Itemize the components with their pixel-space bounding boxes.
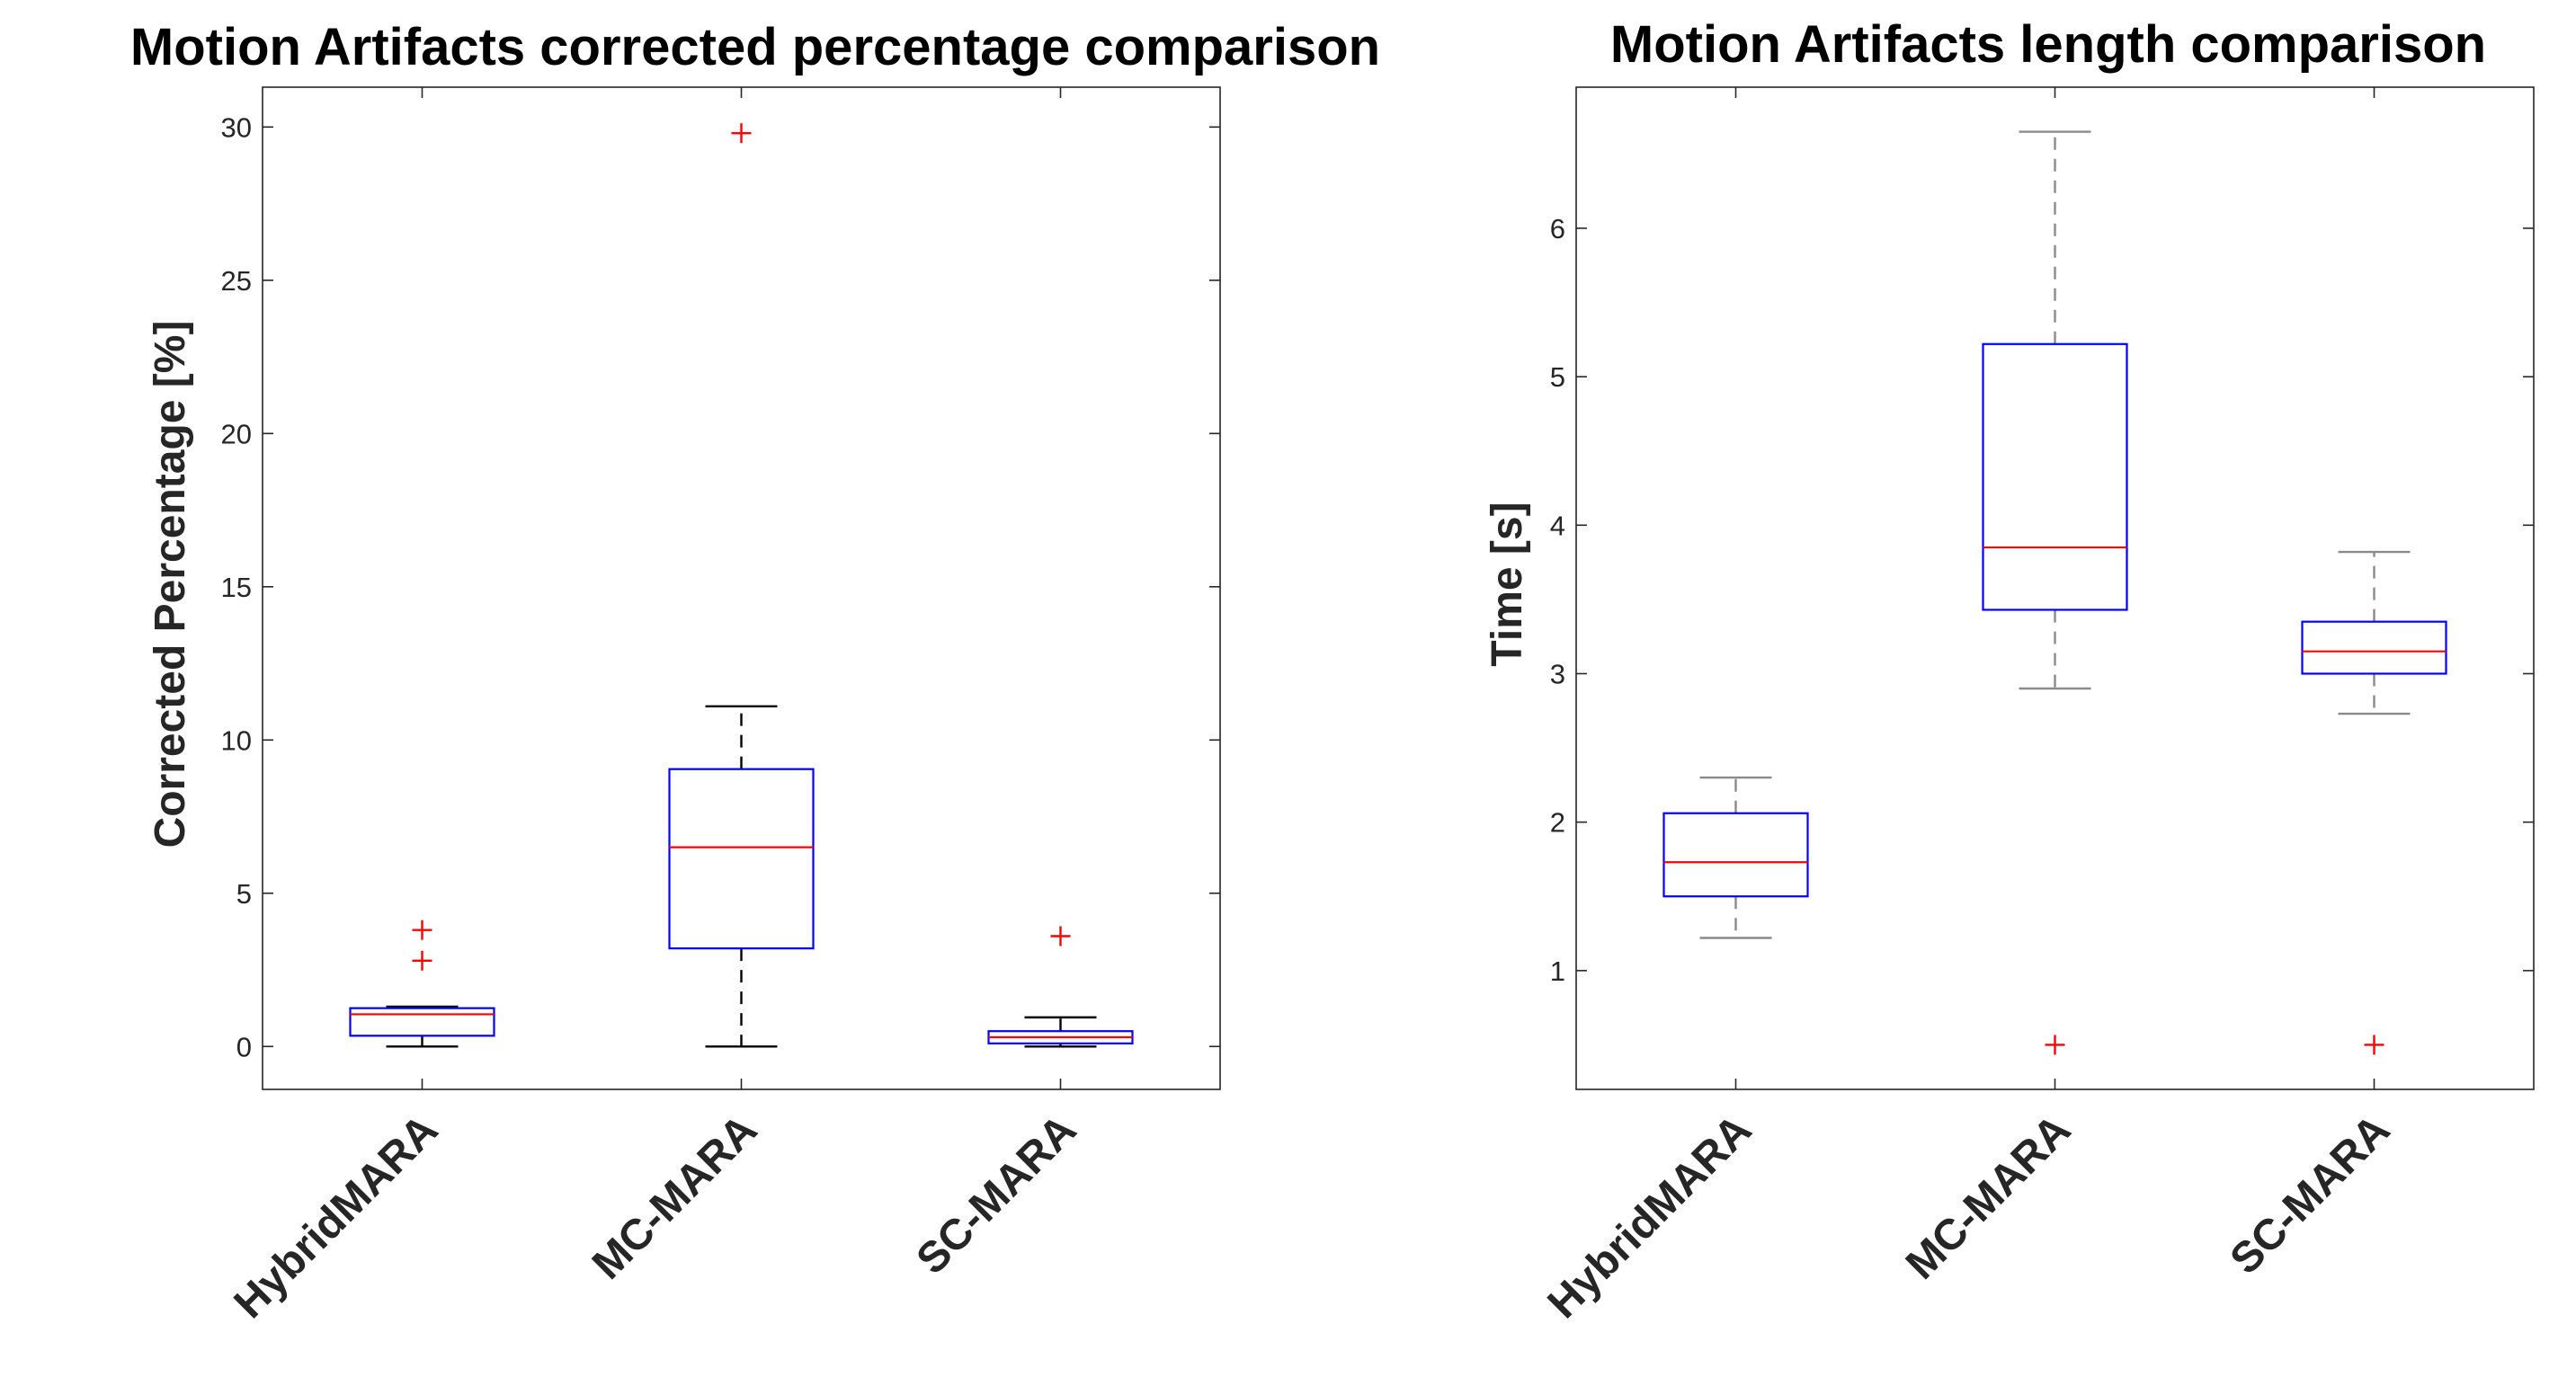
iqr-box xyxy=(1662,812,1809,898)
y-ticks: 0 5 10 15 20 25 30 xyxy=(221,111,1220,1062)
boxes xyxy=(1662,130,2447,1055)
axes-frame xyxy=(1575,86,2535,1090)
x-tick-label: MC-MARA xyxy=(1897,1106,2080,1288)
iqr-box xyxy=(2301,620,2447,675)
y-tick-label: 15 xyxy=(221,572,252,603)
y-ticks: 1 2 3 4 5 6 xyxy=(1550,213,2534,987)
y-tick-label: 3 xyxy=(1550,658,1565,689)
y-tick-label: 2 xyxy=(1550,807,1565,839)
y-tick-label: 6 xyxy=(1550,213,1565,244)
x-tick-label: SC-MARA xyxy=(908,1106,1086,1284)
box-sc-mara xyxy=(2301,550,2447,1055)
y-axis-label: Time [s] xyxy=(1484,502,1531,666)
box-mc-mara xyxy=(668,123,815,1048)
y-tick-label: 5 xyxy=(1550,361,1565,393)
x-ticks: HybridMARA MC-MARA SC-MARA xyxy=(225,87,1085,1328)
outlier-marker xyxy=(731,123,752,144)
iqr-box xyxy=(668,768,815,950)
y-tick-label: 10 xyxy=(221,724,252,756)
axes-frame xyxy=(262,86,1221,1090)
chart-title: Motion Artifacts corrected percentage co… xyxy=(130,18,1380,76)
chart-length: Motion Artifacts length comparison Time … xyxy=(1484,15,2535,1328)
chart-corrected-percentage: Motion Artifacts corrected percentage co… xyxy=(130,18,1380,1328)
outlier-marker xyxy=(1050,926,1071,946)
y-tick-label: 20 xyxy=(221,418,252,449)
chart-title: Motion Artifacts length comparison xyxy=(1610,15,2486,74)
iqr-box xyxy=(349,1007,495,1037)
y-tick-label: 30 xyxy=(221,111,252,143)
box-hybridmara xyxy=(1662,776,1809,939)
outlier-marker xyxy=(2364,1035,2384,1055)
box-sc-mara xyxy=(987,926,1134,1048)
iqr-box xyxy=(1982,342,2128,611)
box-mc-mara xyxy=(1982,130,2128,1055)
y-tick-label: 25 xyxy=(221,265,252,297)
box-hybridmara xyxy=(349,920,495,1048)
x-tick-label: HybridMARA xyxy=(225,1106,447,1328)
y-tick-label: 1 xyxy=(1550,955,1565,987)
outlier-marker xyxy=(412,950,432,971)
x-tick-label: SC-MARA xyxy=(2222,1106,2400,1284)
outlier-marker xyxy=(2045,1035,2065,1055)
x-ticks: HybridMARA MC-MARA SC-MARA xyxy=(1538,87,2399,1328)
y-tick-label: 0 xyxy=(236,1031,252,1062)
y-tick-label: 5 xyxy=(236,878,252,910)
y-tick-label: 4 xyxy=(1550,510,1565,541)
outlier-marker xyxy=(412,920,432,940)
y-axis-label: Corrected Percentage [%] xyxy=(147,321,194,848)
x-tick-label: MC-MARA xyxy=(584,1106,766,1288)
x-tick-label: HybridMARA xyxy=(1538,1106,1760,1328)
boxes xyxy=(349,123,1134,1048)
